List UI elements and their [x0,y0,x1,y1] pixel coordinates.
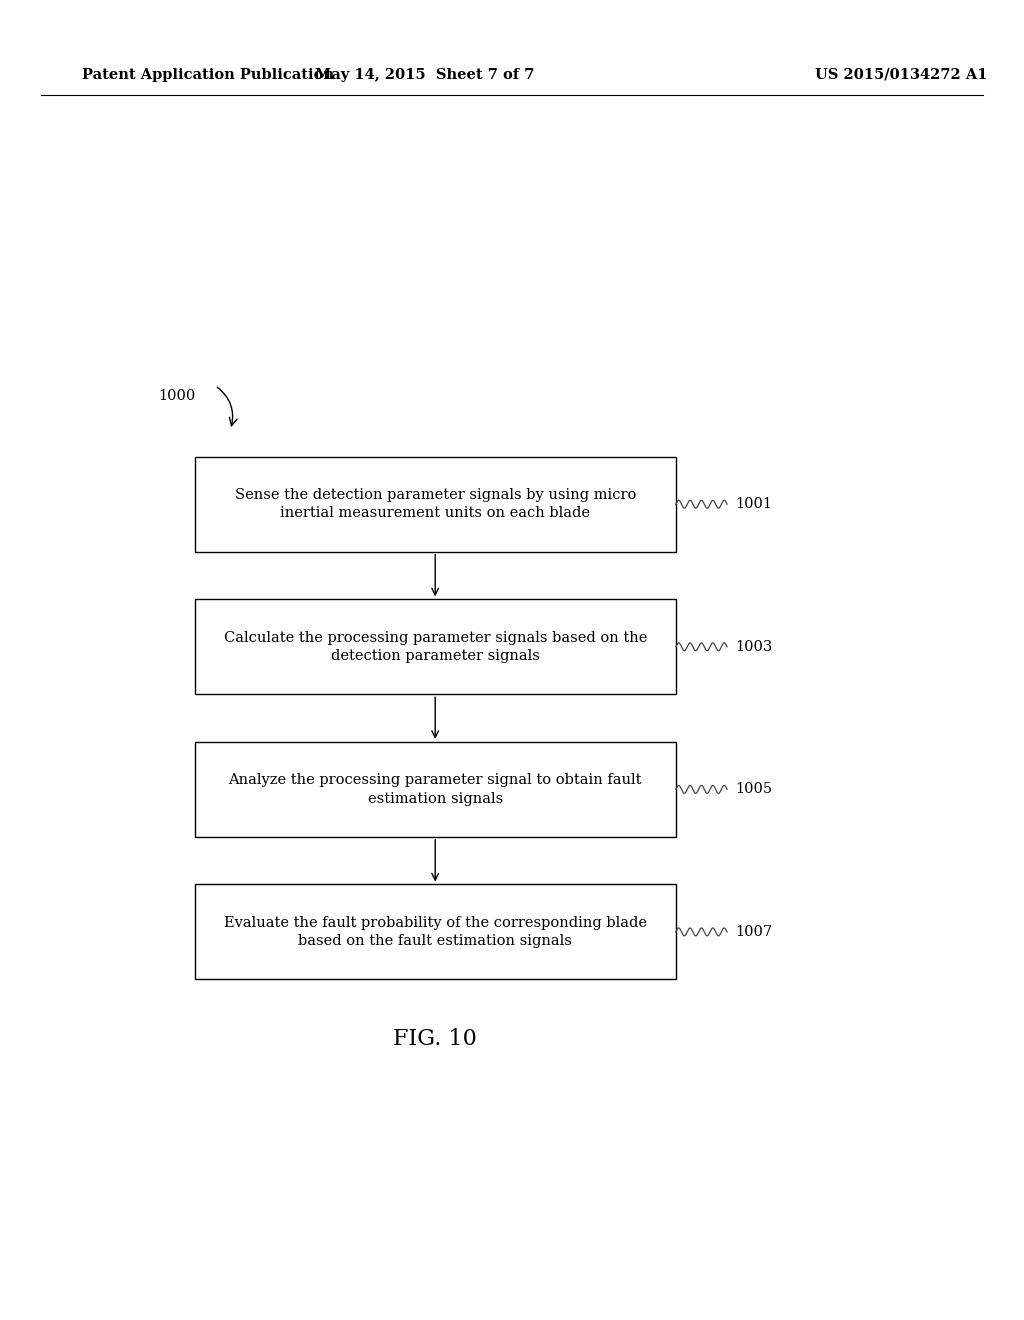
Text: Calculate the processing parameter signals based on the
detection parameter sign: Calculate the processing parameter signa… [223,631,647,663]
Text: Evaluate the fault probability of the corresponding blade
based on the fault est: Evaluate the fault probability of the co… [223,916,647,948]
Text: Analyze the processing parameter signal to obtain fault
estimation signals: Analyze the processing parameter signal … [228,774,642,805]
Bar [195,884,676,979]
Text: FIG. 10: FIG. 10 [393,1028,477,1049]
Text: 1000: 1000 [159,389,196,403]
Text: Patent Application Publication: Patent Application Publication [82,69,334,82]
Text: 1005: 1005 [735,783,772,796]
Text: 1001: 1001 [735,498,772,511]
Text: US 2015/0134272 A1: US 2015/0134272 A1 [815,69,987,82]
Text: May 14, 2015  Sheet 7 of 7: May 14, 2015 Sheet 7 of 7 [315,69,535,82]
Bar [195,457,676,552]
Text: 1003: 1003 [735,640,772,653]
Bar [195,742,676,837]
Bar [195,599,676,694]
Text: Sense the detection parameter signals by using micro
inertial measurement units : Sense the detection parameter signals by… [234,488,636,520]
Text: 1007: 1007 [735,925,772,939]
